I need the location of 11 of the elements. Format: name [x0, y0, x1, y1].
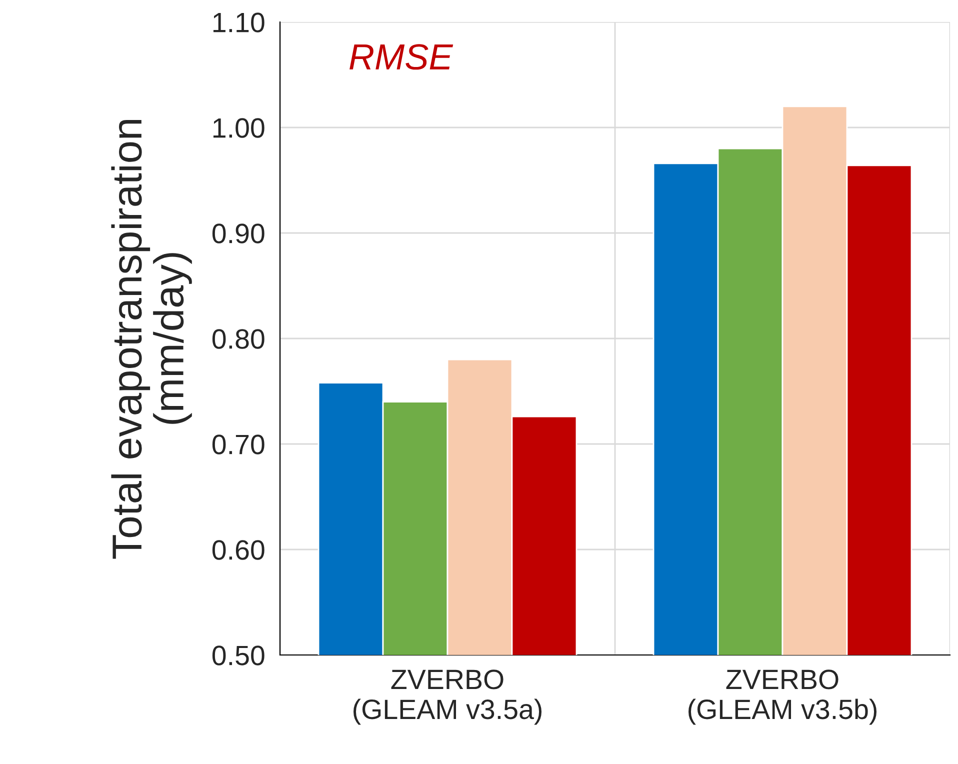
y-tick-label: 0.70	[212, 434, 264, 454]
y-tick-label: 1.10	[213, 12, 264, 32]
y-tick-label: 0.90	[212, 224, 264, 244]
y-tick-label: 0.60	[212, 540, 264, 560]
annotation: RMSE	[350, 44, 454, 70]
y-axis-title: Total evapotranspiration (mm/day)	[111, 120, 192, 559]
x-tick-label: ZVERBO (GLEAM v3.5a)	[354, 670, 542, 725]
y-tick-label: 0.50	[212, 646, 264, 666]
x-tick-label: ZVERBO (GLEAM v3.5b)	[688, 670, 876, 725]
y-tick-label: 1.00	[213, 118, 264, 138]
y-tick-label: 0.80	[212, 329, 264, 349]
